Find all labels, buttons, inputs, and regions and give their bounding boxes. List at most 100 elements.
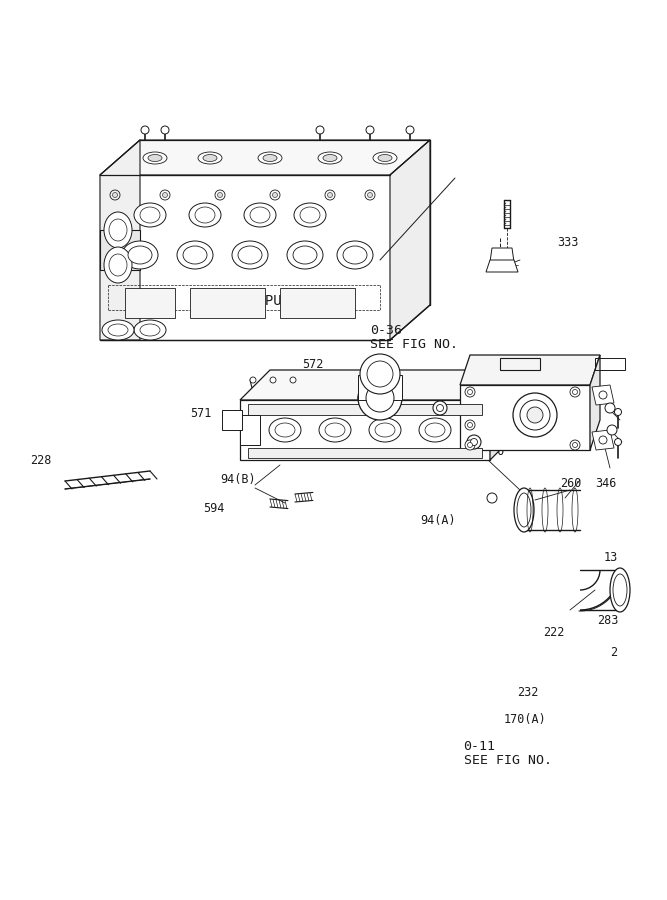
Text: 346: 346 [595,477,616,490]
Ellipse shape [375,423,395,437]
Ellipse shape [337,241,373,269]
Ellipse shape [319,418,351,442]
Ellipse shape [269,418,301,442]
Text: 594: 594 [203,502,225,515]
Text: 13: 13 [604,551,618,563]
Ellipse shape [358,388,402,408]
Text: 572: 572 [330,398,352,410]
Polygon shape [590,355,600,450]
Text: 94(B): 94(B) [220,472,255,485]
Circle shape [570,440,580,450]
Circle shape [465,420,475,430]
Ellipse shape [140,324,160,336]
Circle shape [465,440,475,450]
Ellipse shape [287,241,323,269]
Ellipse shape [318,152,342,164]
Text: 333: 333 [557,236,578,248]
Circle shape [367,361,393,387]
Ellipse shape [104,212,132,248]
Bar [125,288,175,318]
Circle shape [570,387,580,397]
Circle shape [467,435,481,449]
Circle shape [599,436,607,444]
Circle shape [290,377,296,383]
Circle shape [270,377,276,383]
Circle shape [366,126,374,134]
Ellipse shape [109,219,127,241]
Circle shape [572,390,578,394]
Circle shape [572,443,578,447]
Text: SEE FIG NO.: SEE FIG NO. [464,754,552,767]
Ellipse shape [238,246,262,264]
Ellipse shape [183,246,207,264]
Text: 0-36: 0-36 [370,324,402,337]
Ellipse shape [143,152,167,164]
Text: 222: 222 [544,626,565,638]
Polygon shape [240,400,490,460]
Circle shape [468,422,472,427]
Polygon shape [592,385,614,405]
Polygon shape [592,430,614,450]
Text: SEE FIG NO.: SEE FIG NO. [370,338,458,351]
Ellipse shape [102,320,134,340]
Circle shape [605,403,615,413]
Ellipse shape [425,423,445,437]
Ellipse shape [203,155,217,161]
Polygon shape [490,248,514,262]
Circle shape [468,390,472,394]
Circle shape [470,438,478,446]
Polygon shape [100,140,430,175]
Polygon shape [240,370,520,400]
Polygon shape [486,260,518,272]
Ellipse shape [373,152,397,164]
Ellipse shape [325,423,345,437]
Ellipse shape [198,152,222,164]
Polygon shape [490,370,520,460]
Polygon shape [240,415,260,445]
Polygon shape [100,140,140,340]
Bar [280,288,355,318]
Text: 283: 283 [597,614,618,626]
Text: 281: 281 [404,439,425,452]
Ellipse shape [195,207,215,223]
Circle shape [614,438,622,446]
Ellipse shape [140,207,160,223]
Polygon shape [248,404,482,415]
Ellipse shape [514,488,534,532]
Ellipse shape [134,203,166,227]
Ellipse shape [323,155,337,161]
Circle shape [614,409,622,416]
Ellipse shape [148,155,162,161]
Circle shape [250,377,256,383]
Ellipse shape [258,152,282,164]
Ellipse shape [109,254,127,276]
Text: 0-11: 0-11 [464,740,496,752]
Ellipse shape [104,247,132,283]
Ellipse shape [189,203,221,227]
Bar [190,288,265,318]
Circle shape [327,193,333,197]
Ellipse shape [613,574,627,606]
Circle shape [358,376,402,420]
Ellipse shape [293,246,317,264]
Polygon shape [390,140,430,340]
Text: 232: 232 [517,686,538,698]
Text: 2: 2 [610,646,618,659]
Circle shape [316,126,324,134]
Polygon shape [222,410,242,430]
Circle shape [607,425,617,435]
Polygon shape [460,385,590,450]
Text: INJ  PUMP: INJ PUMP [223,294,299,309]
Text: 571: 571 [190,407,211,419]
Text: 572: 572 [302,358,323,371]
Ellipse shape [517,493,531,527]
Polygon shape [358,375,402,400]
Ellipse shape [300,207,320,223]
Polygon shape [248,448,482,458]
Ellipse shape [263,155,277,161]
Ellipse shape [326,419,334,427]
Circle shape [366,384,394,412]
Text: 228: 228 [30,454,51,467]
Circle shape [520,400,550,430]
Ellipse shape [232,241,268,269]
